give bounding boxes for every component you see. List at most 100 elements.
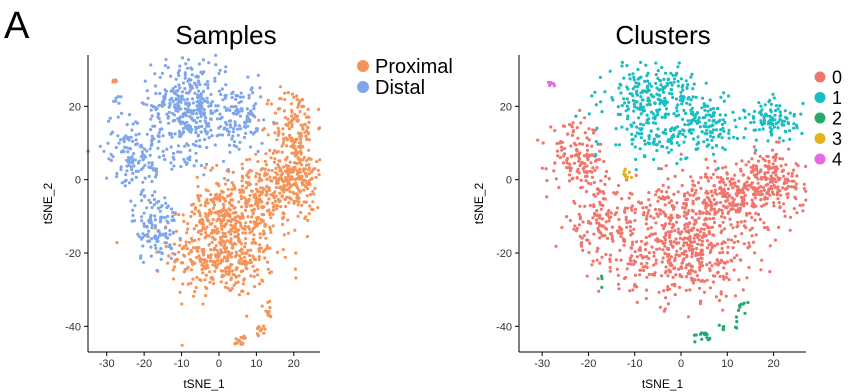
scatter-point <box>646 71 650 75</box>
scatter-point <box>722 99 726 103</box>
scatter-point <box>634 81 638 85</box>
scatter-point <box>720 246 724 251</box>
scatter-point <box>632 102 636 106</box>
scatter-point <box>715 258 719 262</box>
scatter-point <box>189 237 193 241</box>
scatter-point <box>287 121 291 125</box>
scatter-point <box>703 108 707 112</box>
scatter-point <box>583 174 588 178</box>
scatter-point <box>177 213 181 217</box>
scatter-point <box>285 183 289 187</box>
scatter-point <box>609 211 613 215</box>
scatter-point <box>584 189 589 194</box>
scatter-point <box>651 116 656 120</box>
scatter-point <box>716 166 720 170</box>
scatter-point <box>169 246 174 250</box>
scatter-point <box>705 128 709 132</box>
scatter-point <box>710 194 715 198</box>
scatter-point <box>151 124 155 128</box>
scatter-point <box>173 85 177 89</box>
scatter-point <box>625 267 629 271</box>
scatter-point <box>257 255 261 259</box>
scatter-point <box>553 161 557 165</box>
scatter-point <box>296 105 300 109</box>
scatter-point <box>302 200 306 204</box>
scatter-point <box>212 200 216 204</box>
scatter-point <box>579 121 583 125</box>
scatter-point <box>788 129 792 133</box>
scatter-point <box>241 190 245 194</box>
scatter-point <box>718 251 722 255</box>
scatter-point <box>751 240 756 244</box>
scatter-point <box>667 196 671 200</box>
scatter-point <box>644 296 648 301</box>
scatter-point <box>753 189 757 193</box>
scatter-point <box>252 107 256 111</box>
scatter-point <box>264 189 269 193</box>
scatter-point <box>263 171 267 175</box>
scatter-point <box>715 242 720 246</box>
scatter-point <box>200 267 204 271</box>
scatter-point <box>189 268 194 272</box>
scatter-point <box>264 163 268 167</box>
scatter-point <box>643 264 647 268</box>
scatter-point <box>242 135 247 140</box>
scatter-point <box>295 162 299 166</box>
scatter-point <box>169 74 173 78</box>
scatter-point <box>628 289 632 293</box>
scatter-point <box>147 174 151 178</box>
scatter-point <box>173 252 177 256</box>
scatter-point <box>190 97 195 101</box>
scatter-point <box>131 161 135 165</box>
legend-key <box>814 153 826 165</box>
scatter-point <box>143 176 147 180</box>
scatter-point <box>704 206 708 210</box>
scatter-point <box>694 251 698 255</box>
scatter-point <box>703 198 707 202</box>
scatter-point <box>240 205 244 209</box>
scatter-point <box>249 130 253 134</box>
scatter-point <box>688 128 693 132</box>
scatter-point <box>704 113 709 117</box>
scatter-point <box>749 185 753 189</box>
scatter-point <box>697 233 701 238</box>
scatter-point <box>709 248 713 252</box>
scatter-point <box>193 238 197 243</box>
scatter-point <box>610 234 614 238</box>
scatter-point <box>757 193 762 197</box>
scatter-point <box>751 116 756 120</box>
scatter-point <box>115 171 119 176</box>
scatter-point <box>197 144 201 148</box>
scatter-point <box>204 116 208 120</box>
scatter-point <box>685 255 689 259</box>
scatter-point <box>141 180 145 184</box>
scatter-point <box>643 79 647 83</box>
scatter-point <box>608 257 612 261</box>
scatter-point <box>691 183 695 187</box>
scatter-point <box>694 147 698 151</box>
scatter-point <box>597 157 602 162</box>
scatter-point <box>737 179 741 183</box>
scatter-point <box>213 269 217 273</box>
scatter-point <box>652 254 656 258</box>
scatter-point <box>676 227 680 231</box>
scatter-point <box>592 131 596 135</box>
scatter-point <box>293 178 298 182</box>
scatter-point <box>254 220 258 224</box>
scatter-point <box>784 115 788 119</box>
scatter-point <box>690 72 694 76</box>
scatter-point <box>301 169 306 173</box>
scatter-point <box>219 93 223 97</box>
scatter-point <box>604 212 609 216</box>
scatter-point <box>123 145 127 149</box>
scatter-point <box>664 99 668 103</box>
scatter-point <box>756 159 761 163</box>
scatter-point <box>595 249 599 253</box>
scatter-point <box>256 216 260 220</box>
scatter-point <box>199 203 203 207</box>
scatter-point <box>222 216 226 220</box>
scatter-point <box>639 104 643 108</box>
scatter-point <box>268 175 272 179</box>
scatter-point <box>162 154 166 158</box>
scatter-point <box>307 166 311 170</box>
